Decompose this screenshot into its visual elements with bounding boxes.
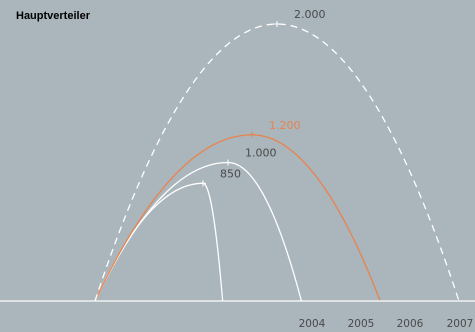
series-arc-2000 — [94, 23, 460, 302]
peak-label: 850 — [220, 167, 241, 180]
peak-label: 1.000 — [245, 147, 277, 160]
x-tick-label: 2006 — [397, 318, 424, 330]
apex-marker — [225, 159, 231, 166]
series-layer: 850 1.000 1.200 2.000 — [94, 8, 460, 302]
x-tick-label: 2007 — [447, 318, 474, 330]
chart-title: Hauptverteiler — [16, 10, 91, 22]
series-arc-1200 — [94, 134, 381, 302]
peak-label: 1.200 — [269, 119, 301, 132]
x-tick-layer: 2004 2005 2006 2007 — [299, 318, 474, 330]
apex-marker — [200, 180, 206, 187]
apex-marker — [274, 21, 280, 27]
peak-label: 2.000 — [294, 8, 326, 21]
x-tick-label: 2004 — [299, 318, 326, 330]
x-tick-label: 2005 — [348, 318, 375, 330]
apex-marker — [249, 131, 255, 138]
